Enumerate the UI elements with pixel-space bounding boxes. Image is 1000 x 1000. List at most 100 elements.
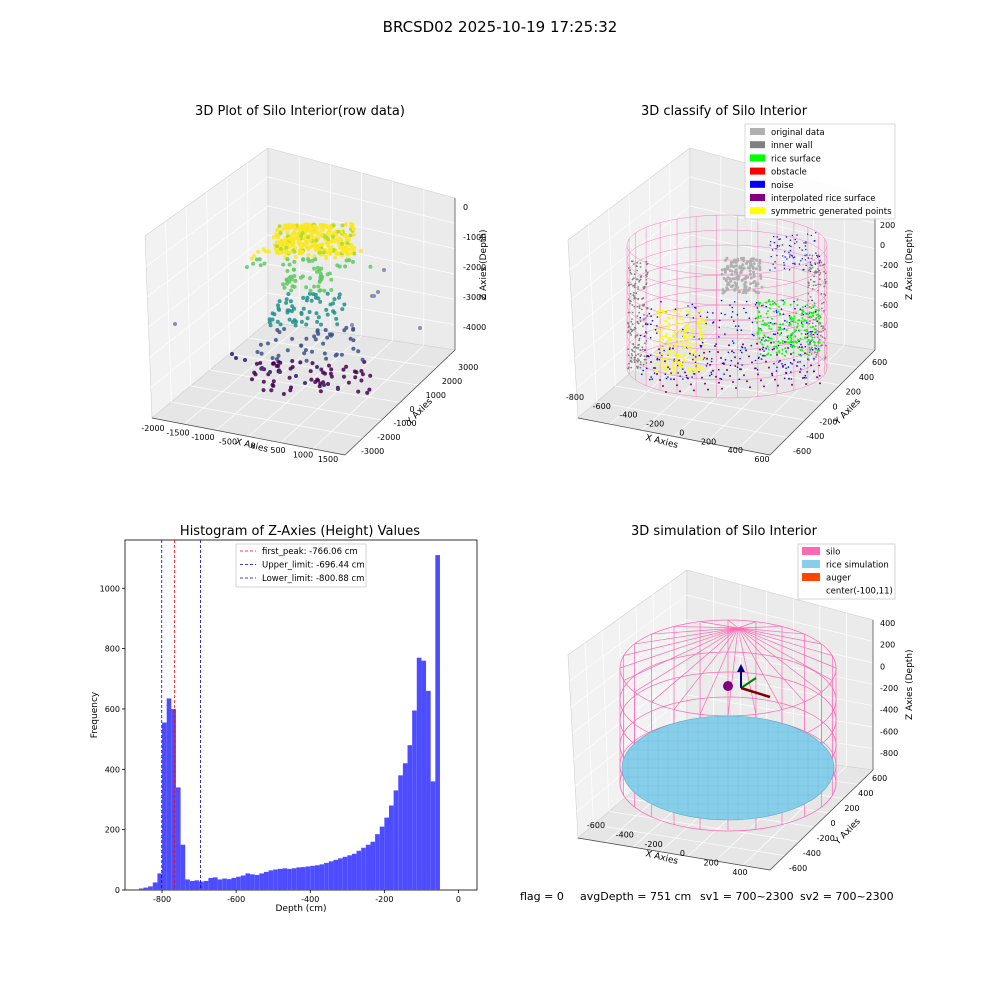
plot2-inner-wall-point: [821, 327, 824, 330]
plot1-point: [346, 380, 351, 385]
plot2-noise-point: [649, 336, 652, 339]
plot2-inner-wall-point: [642, 286, 645, 289]
plot2-inner-wall-point: [635, 265, 638, 267]
plot1-point: [260, 366, 264, 370]
plot2-y-tick-3: 0: [833, 403, 838, 412]
plot2-original-point: [730, 273, 734, 276]
plot2-noise-point: [651, 378, 653, 380]
plot4-silo-roof-line: [737, 627, 833, 656]
plot2-noise-point: [776, 311, 778, 314]
plot2-noise-point: [693, 373, 695, 375]
plot2-noise-point: [793, 300, 795, 303]
plot2-noise-point: [720, 312, 723, 315]
plot2-noise-point: [782, 299, 784, 302]
plot1-point: [258, 361, 263, 365]
plot2-noise-point: [686, 314, 688, 317]
plot2-rice-surface-point: [801, 349, 804, 352]
histogram-bar-60: [416, 657, 422, 890]
plot4-x-tick-1: -400: [616, 830, 634, 839]
plot2-rice-surface-point: [782, 323, 785, 325]
plot2-inner-wall-point: [824, 294, 827, 297]
plot2-rice-surface-point: [758, 337, 761, 340]
plot2-original-point: [739, 270, 743, 274]
plot2-original-point: [724, 278, 728, 282]
histogram-bar-18: [222, 878, 227, 890]
plot1-point: [308, 238, 313, 243]
plot2-inner-wall-point: [630, 353, 633, 355]
plot2-rice-surface-point: [779, 342, 781, 345]
plot2-rice-surface-point: [811, 336, 814, 339]
plot1-point: [321, 250, 326, 255]
plot2-noise-point: [819, 260, 821, 262]
plot2-rice-surface-point: [785, 351, 788, 353]
plot2-rice-surface-point: [801, 306, 804, 309]
plot2-rice-surface-point: [790, 337, 793, 340]
plot2-symmetric-point: [685, 336, 688, 339]
plot2-noise-point: [774, 267, 776, 269]
plot1-x-tick-1: -1500: [166, 428, 189, 437]
plot1-point: [291, 240, 296, 245]
plot2-rice-surface-point: [762, 304, 765, 307]
plot2-noise-point: [813, 370, 815, 373]
plot2-rice-surface-point: [807, 313, 809, 316]
plot1-point: [341, 249, 345, 254]
histogram-bar-5: [162, 722, 167, 890]
plot1-point: [306, 253, 311, 258]
plot2-noise-point: [653, 372, 656, 375]
plot2-inner-wall-point: [641, 308, 643, 311]
histogram-bar-57: [402, 763, 408, 890]
plot2-inner-wall-point: [824, 328, 826, 330]
plot2-rice-surface-point: [817, 309, 820, 312]
plot1-point: [346, 247, 351, 252]
plot1-point: [307, 310, 312, 314]
plot2-inner-wall-point: [639, 349, 642, 352]
plot2-noise-point: [762, 336, 764, 339]
plot2-original-point: [758, 258, 762, 262]
plot2-noise-point: [755, 367, 757, 370]
plot1-point: [266, 341, 270, 346]
plot1-point: [358, 249, 363, 253]
plot2-noise-point: [776, 246, 778, 248]
plot2-inner-wall-point: [627, 281, 629, 284]
plot2-inner-wall-point: [630, 328, 632, 331]
histogram-bar-61: [421, 660, 427, 890]
plot2-inner-wall-point: [627, 348, 630, 351]
plot2-inner-wall-point: [645, 278, 648, 281]
plot1-point: [317, 243, 322, 248]
plot2-interpolated-point: [743, 374, 745, 377]
plot2-noise-point: [805, 333, 807, 336]
plot2-noise-point: [764, 354, 766, 357]
plot2-noise-point: [798, 263, 801, 265]
plot2-y-tick-5: -400: [806, 432, 824, 441]
plot2-rice-surface-point: [772, 303, 774, 305]
plot2-noise-point: [760, 358, 763, 360]
plot2-title: 3D classify of Silo Interior: [640, 104, 808, 119]
plot2-rice-surface-point: [766, 353, 769, 356]
plot1-point: [263, 249, 268, 254]
histogram-bar-52: [379, 826, 385, 890]
histogram-y-tick-1: 200: [105, 826, 120, 835]
plot4-legend: silo rice simulation auger center(-100,11): [802, 547, 893, 597]
plot2-noise-point: [814, 310, 817, 313]
plot2-symmetric-point: [662, 344, 665, 347]
plot2-rice-surface-point: [790, 320, 793, 323]
plot2-noise-point: [784, 251, 786, 253]
plot2-symmetric-point: [658, 338, 661, 341]
plot1-point: [343, 233, 348, 238]
plot2-inner-wall-point: [821, 344, 823, 347]
plot2-original-point: [760, 285, 764, 289]
plot2-noise-point: [793, 256, 796, 258]
gridline: [574, 694, 688, 786]
plot2-symmetric-point: [658, 361, 661, 365]
plot1-point: [234, 356, 238, 360]
plot1-point: [308, 369, 313, 374]
plot2-inner-wall-point: [808, 282, 810, 285]
plot2-noise-point: [814, 263, 817, 265]
plot2-noise-point: [731, 340, 734, 342]
plot1-y-tick-0: 3000: [458, 363, 478, 372]
plot2-original-point: [744, 280, 748, 284]
plot2-inner-wall-point: [637, 297, 640, 300]
plot2-noise-point: [774, 261, 776, 263]
plot1-point: [360, 372, 365, 377]
plot1-point: [298, 360, 303, 365]
